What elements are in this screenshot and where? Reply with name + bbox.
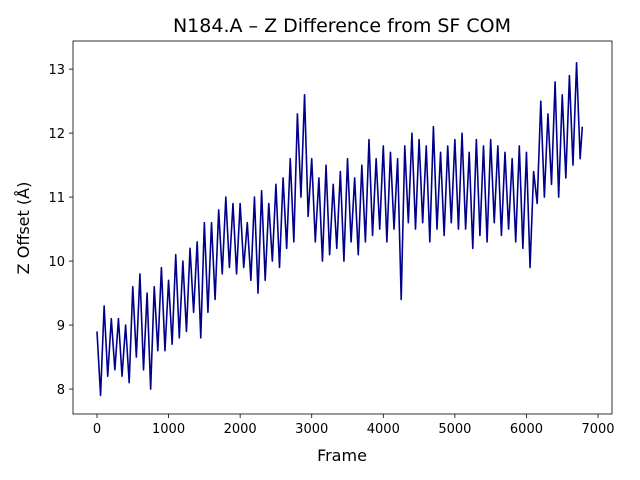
x-tick-label: 2000 (224, 422, 257, 437)
y-tick-label: 13 (48, 63, 65, 78)
x-tick-label: 5000 (438, 422, 471, 437)
x-tick-label: 6000 (510, 422, 543, 437)
chart-title: N184.A – Z Difference from SF COM (173, 15, 511, 37)
y-tick-label: 11 (48, 191, 65, 206)
y-tick-label: 8 (57, 383, 65, 398)
x-tick-label: 3000 (295, 422, 328, 437)
plot-frame (72, 40, 613, 415)
y-tick-label: 12 (48, 127, 65, 142)
line-series (96, 61, 584, 397)
x-tick-label: 0 (93, 422, 101, 437)
y-tick-label: 9 (57, 319, 65, 334)
x-tick-label: 1000 (152, 422, 185, 437)
x-tick-label: 4000 (367, 422, 400, 437)
y-tick-label: 10 (48, 255, 65, 270)
y-axis-label: Z Offset (Å) (14, 182, 33, 275)
x-tick-label: 7000 (581, 422, 614, 437)
x-axis-label: Frame (317, 446, 367, 465)
